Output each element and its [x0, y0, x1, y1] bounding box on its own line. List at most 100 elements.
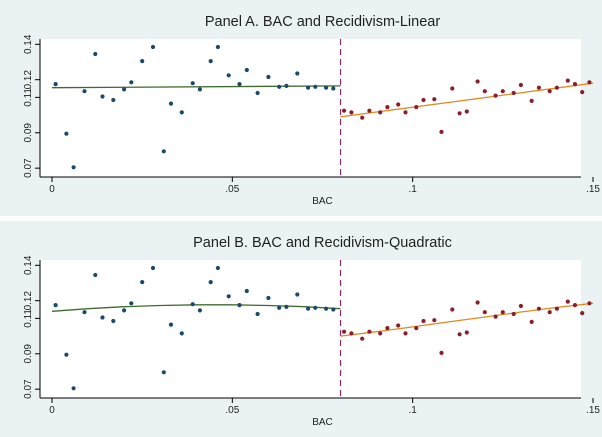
- data-point-above-cutoff: [457, 332, 462, 337]
- data-point-above-cutoff: [500, 89, 505, 94]
- data-point-below-cutoff: [226, 294, 231, 299]
- data-point-above-cutoff: [511, 90, 516, 96]
- panel-b-chart: Panel B. BAC and Recidivism-Quadratic0.0…: [23, 235, 600, 428]
- data-point-below-cutoff: [277, 84, 282, 89]
- data-point-below-cutoff: [161, 149, 166, 154]
- data-point-above-cutoff: [360, 115, 365, 120]
- y-tick-label: 0.12: [23, 291, 34, 311]
- data-point-below-cutoff: [179, 331, 184, 336]
- data-point-above-cutoff: [493, 314, 498, 319]
- data-point-below-cutoff: [140, 280, 145, 285]
- data-point-below-cutoff: [266, 295, 271, 301]
- data-point-above-cutoff: [475, 79, 480, 84]
- data-point-above-cutoff: [414, 105, 419, 110]
- data-point-below-cutoff: [71, 386, 76, 391]
- data-point-above-cutoff: [536, 85, 542, 90]
- data-point-above-cutoff: [493, 93, 498, 98]
- left-fit-line: [51, 304, 341, 312]
- x-tick-label: .05: [225, 184, 239, 195]
- data-point-above-cutoff: [396, 102, 401, 107]
- data-point-above-cutoff: [547, 89, 552, 94]
- data-point-below-cutoff: [208, 59, 213, 64]
- data-point-below-cutoff: [215, 44, 220, 50]
- data-point-above-cutoff: [367, 329, 372, 334]
- panel-a: Panel A. BAC and Recidivism-Linear 0.07 0.…: [0, 0, 602, 216]
- x-axis-label: BAC: [312, 196, 333, 207]
- data-point-above-cutoff: [349, 110, 354, 115]
- chart-title: Panel A. BAC and Recidivism-Linear: [205, 14, 441, 30]
- data-point-above-cutoff: [421, 97, 426, 103]
- data-point-below-cutoff: [295, 71, 300, 76]
- data-point-above-cutoff: [554, 306, 560, 311]
- y-tick-label: 0.14: [23, 255, 34, 275]
- y-tick-label: 0.14: [23, 34, 34, 54]
- data-point-above-cutoff: [580, 90, 585, 95]
- data-point-below-cutoff: [53, 303, 58, 308]
- data-point-below-cutoff: [306, 306, 311, 311]
- panel-b: Panel B. BAC and Recidivism-Quadratic 0.0…: [0, 221, 602, 437]
- data-point-below-cutoff: [93, 272, 98, 278]
- data-point-below-cutoff: [208, 280, 213, 285]
- data-point-below-cutoff: [244, 288, 249, 294]
- left-fit-line: [51, 85, 341, 89]
- panel-a-chart: Panel A. BAC and Recidivism-Linear 0.07 0.…: [23, 14, 600, 207]
- data-point-below-cutoff: [190, 81, 195, 86]
- data-point-above-cutoff: [565, 78, 570, 83]
- data-point-above-cutoff: [565, 299, 570, 304]
- data-point-above-cutoff: [529, 98, 534, 103]
- data-point-below-cutoff: [122, 87, 127, 92]
- data-point-below-cutoff: [53, 82, 58, 87]
- data-point-above-cutoff: [432, 318, 437, 323]
- x-tick-label: .15: [586, 405, 600, 416]
- data-point-below-cutoff: [331, 307, 336, 312]
- data-point-above-cutoff: [439, 129, 444, 134]
- data-point-below-cutoff: [255, 311, 260, 317]
- data-point-above-cutoff: [378, 110, 383, 115]
- data-point-below-cutoff: [64, 131, 69, 136]
- y-tick-label: 0.09: [23, 344, 34, 364]
- data-point-below-cutoff: [168, 101, 174, 106]
- data-point-below-cutoff: [284, 304, 289, 309]
- data-point-above-cutoff: [378, 331, 383, 336]
- data-point-below-cutoff: [313, 84, 318, 89]
- y-tick-label: 0.07: [23, 158, 34, 178]
- data-point-below-cutoff: [244, 67, 249, 73]
- data-point-below-cutoff: [140, 59, 145, 64]
- data-point-below-cutoff: [237, 303, 242, 308]
- data-point-above-cutoff: [572, 303, 578, 308]
- data-point-above-cutoff: [432, 97, 437, 102]
- data-point-below-cutoff: [331, 86, 336, 91]
- data-point-above-cutoff: [360, 336, 365, 341]
- chart-title: Panel B. BAC and Recidivism-Quadratic: [193, 235, 452, 251]
- y-tick-label: 0.11: [23, 309, 34, 328]
- x-tick-label: .1: [408, 184, 417, 195]
- data-point-below-cutoff: [197, 308, 202, 313]
- data-point-above-cutoff: [414, 326, 419, 331]
- data-point-below-cutoff: [64, 352, 69, 357]
- data-point-below-cutoff: [71, 165, 76, 170]
- data-point-above-cutoff: [587, 301, 592, 306]
- data-point-above-cutoff: [439, 350, 444, 355]
- y-tick-label: 0.07: [23, 379, 34, 399]
- data-point-below-cutoff: [150, 265, 156, 271]
- data-point-above-cutoff: [482, 310, 487, 315]
- data-point-below-cutoff: [255, 90, 260, 96]
- data-point-above-cutoff: [482, 89, 487, 94]
- data-point-above-cutoff: [342, 329, 347, 334]
- data-point-above-cutoff: [450, 86, 455, 91]
- x-tick-label: 0: [49, 405, 55, 416]
- data-point-below-cutoff: [324, 306, 329, 311]
- plot-area: [40, 260, 581, 398]
- data-point-below-cutoff: [313, 305, 318, 310]
- data-point-below-cutoff: [161, 370, 166, 375]
- x-tick-label: .05: [225, 405, 239, 416]
- data-point-below-cutoff: [129, 80, 134, 85]
- data-point-above-cutoff: [511, 311, 516, 317]
- x-axis-label: BAC: [312, 417, 333, 428]
- data-point-above-cutoff: [396, 323, 401, 328]
- data-point-above-cutoff: [342, 108, 347, 113]
- data-point-above-cutoff: [580, 311, 585, 316]
- x-tick-label: 0: [49, 184, 55, 195]
- data-point-above-cutoff: [385, 326, 390, 331]
